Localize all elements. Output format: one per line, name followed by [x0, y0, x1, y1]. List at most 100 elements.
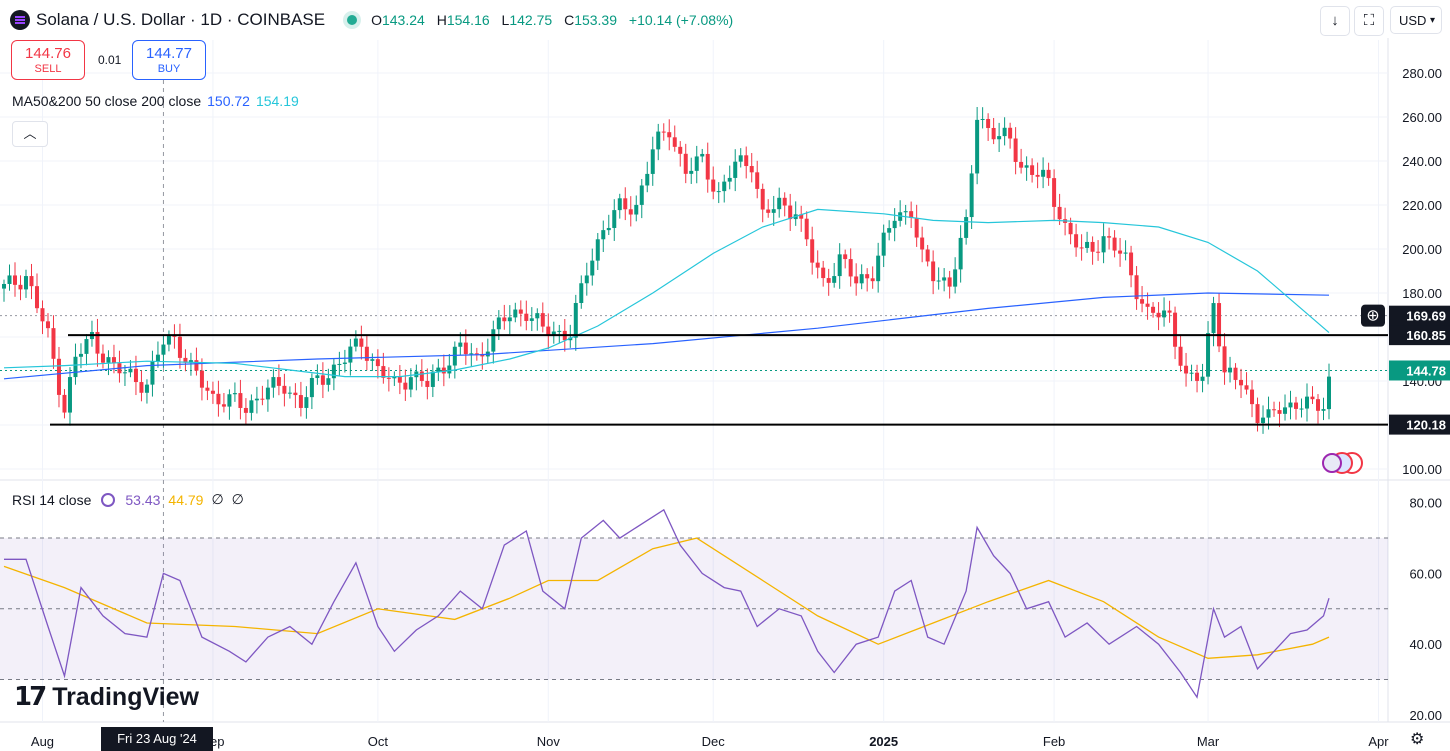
- candle-body: [1299, 408, 1304, 410]
- candle-body: [760, 188, 765, 210]
- candle-body: [100, 353, 105, 363]
- candle-body: [177, 336, 182, 358]
- collapse-legend-button[interactable]: ︿: [12, 121, 48, 147]
- tradingview-logo[interactable]: 17 TradingView: [14, 682, 199, 712]
- candle-body: [1255, 404, 1260, 424]
- candle-body: [1068, 222, 1073, 235]
- candle-body: [1030, 165, 1035, 175]
- download-button[interactable]: ↓: [1320, 6, 1350, 36]
- candle-body: [287, 392, 292, 394]
- rsi-indicator-legend[interactable]: RSI 14 close 53.43 44.79 ∅ ∅: [12, 491, 244, 508]
- x-tick-label: Mar: [1197, 734, 1220, 749]
- fullscreen-button[interactable]: ⛶: [1354, 6, 1384, 36]
- download-icon: ↓: [1331, 12, 1339, 29]
- candle-body: [716, 191, 721, 193]
- ohlc-values: O143.24 H154.16 L142.75 C153.39 +10.14 (…: [371, 12, 734, 28]
- candle-body: [711, 179, 716, 192]
- candle-body: [612, 210, 617, 228]
- candle-body: [23, 276, 28, 290]
- currency-select[interactable]: USD: [1390, 6, 1442, 35]
- candle-body: [29, 276, 34, 287]
- candle-body: [1200, 376, 1205, 381]
- candle-body: [276, 377, 281, 386]
- candle-body: [78, 353, 83, 357]
- candle-body: [876, 255, 881, 282]
- candle-body: [529, 318, 534, 321]
- candle-body: [1145, 303, 1150, 307]
- candle-body: [667, 132, 672, 138]
- candle-body: [56, 358, 61, 395]
- candle-body: [326, 378, 331, 385]
- settings-icon[interactable]: ⚙: [1410, 731, 1425, 748]
- candle-body: [1261, 417, 1266, 424]
- y-tick-label: 280.00: [1402, 66, 1442, 81]
- candle-body: [216, 393, 221, 405]
- sell-button[interactable]: 144.76 SELL: [11, 40, 85, 80]
- candle-body: [7, 275, 12, 284]
- candle-body: [62, 394, 67, 413]
- candle-body: [232, 393, 237, 395]
- price-label-box: [1389, 305, 1450, 326]
- candle-body: [1206, 333, 1211, 377]
- candle-body: [1310, 396, 1315, 400]
- candle-body: [1228, 367, 1233, 373]
- price-label-box: [1389, 414, 1450, 435]
- x-tick-label: Nov: [537, 734, 561, 749]
- candle-body: [150, 361, 155, 385]
- candle-body: [975, 119, 980, 174]
- rsi-sma-line: [3, 537, 1330, 659]
- y-tick-label: 100.00: [1402, 462, 1442, 477]
- candle-body: [1294, 402, 1299, 409]
- candle-body: [1079, 247, 1084, 249]
- candle-body: [947, 277, 952, 287]
- buy-button[interactable]: 144.77 BUY: [132, 40, 206, 80]
- candle-body: [573, 302, 578, 338]
- candle-body: [788, 205, 793, 220]
- price-label-text: 160.85: [1406, 328, 1446, 343]
- candle-body: [469, 353, 474, 355]
- candle-body: [73, 356, 78, 378]
- candle-body: [1101, 236, 1106, 253]
- candle-body: [991, 127, 996, 140]
- candle-body: [700, 153, 705, 157]
- candle-body: [815, 262, 820, 268]
- candle-body: [282, 385, 287, 394]
- candle-body: [1096, 251, 1101, 253]
- candle-body: [1024, 165, 1029, 168]
- candle-body: [1305, 396, 1310, 409]
- candle-body: [689, 170, 694, 174]
- candle-body: [931, 261, 936, 282]
- y-tick-label: 260.00: [1402, 110, 1442, 125]
- x-tick-label: Apr: [1368, 734, 1389, 749]
- candle-body: [656, 131, 661, 150]
- add-alert-button: [1361, 304, 1385, 327]
- candle-body: [843, 254, 848, 260]
- candle-body: [1327, 376, 1331, 410]
- candle-body: [964, 217, 969, 238]
- candle-body: [260, 398, 265, 400]
- candle-body: [1074, 234, 1079, 248]
- symbol-title[interactable]: Solana / U.S. Dollar · 1D · COINBASE: [36, 10, 326, 29]
- candle-body: [920, 237, 925, 250]
- candle-body: [832, 276, 837, 283]
- candle-body: [304, 397, 309, 408]
- candle-body: [502, 317, 507, 322]
- candle-body: [799, 214, 804, 219]
- candle-body: [243, 407, 248, 413]
- candle-body: [1057, 206, 1062, 220]
- candle-body: [1250, 389, 1255, 405]
- candle-body: [386, 377, 391, 379]
- candle-body: [221, 404, 226, 407]
- crosshair-date-label: Fri 23 Aug '24: [101, 727, 213, 751]
- candle-body: [34, 286, 39, 309]
- candle-body: [1195, 372, 1200, 381]
- ma-indicator-legend[interactable]: MA50&200 50 close 200 close 150.72 154.19: [12, 93, 299, 109]
- candle-body: [678, 146, 683, 154]
- candle-body: [122, 372, 127, 374]
- candle-body: [1112, 237, 1117, 251]
- candle-body: [1173, 312, 1178, 347]
- candle-body: [518, 309, 523, 314]
- candle-body: [568, 337, 573, 341]
- candle-body: [887, 228, 892, 233]
